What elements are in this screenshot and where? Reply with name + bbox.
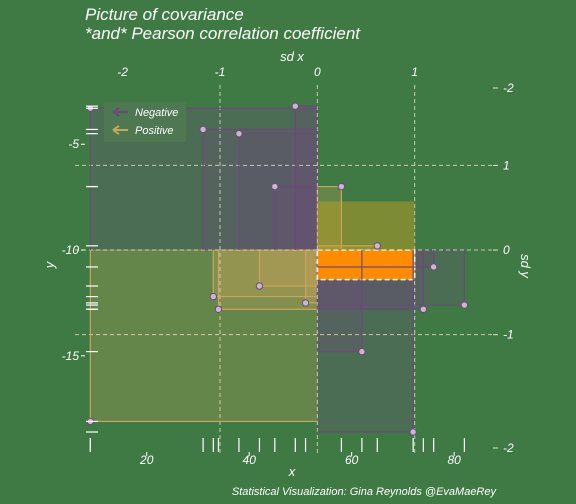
data-point-15	[358, 347, 366, 356]
caption: Statistical Visualization: Gina Reynolds…	[232, 486, 498, 498]
chart-title: Picture of covariance	[85, 5, 244, 24]
legend-positive-label: Positive	[135, 125, 174, 137]
x-tick-label-2: 60	[345, 453, 359, 467]
chart-subtitle: *and* Pearson correlation coefficient	[85, 24, 361, 43]
sd-x-tick-label-1: -1	[215, 65, 226, 79]
data-point-13	[460, 301, 469, 309]
sd-x-tick-label-3: 1	[411, 65, 418, 79]
legend-entry-negative: Negative	[112, 107, 178, 119]
data-point-6	[337, 182, 346, 191]
covariance-rect-2	[202, 128, 318, 251]
y-axis-title: y	[42, 260, 57, 269]
top-axis-title: sd x	[280, 49, 304, 64]
covariance-rect-5	[274, 186, 318, 251]
sd-y-tick-label-4: -2	[503, 441, 514, 455]
sd-y-tick-label-1: 1	[503, 158, 510, 172]
data-point-16	[409, 428, 417, 436]
x-tick-label-1: 40	[243, 453, 257, 467]
upper-right-shade	[317, 201, 415, 251]
y-tick-label-1: -10	[62, 243, 80, 257]
legend: Negative Positive	[104, 102, 186, 142]
data-point-3	[235, 129, 243, 138]
data-point-9	[255, 282, 264, 290]
covariance-rect-3	[238, 133, 318, 251]
sd-y-tick-label-0: -2	[503, 81, 514, 95]
highlight-layer	[316, 201, 416, 281]
data-point-11	[214, 305, 223, 313]
legend-entry-positive: Positive	[112, 125, 174, 137]
data-point-7	[373, 242, 381, 250]
data-point-8	[209, 292, 218, 301]
legend-negative-label: Negative	[135, 107, 178, 119]
x-axis-title: x	[288, 464, 296, 479]
y-tick-label-2: -15	[62, 349, 80, 363]
sd-x-tick-label-0: -2	[117, 65, 128, 79]
data-point-12	[429, 263, 438, 271]
sd-y-tick-label-2: 0	[503, 243, 510, 257]
sd-highlight-rect	[316, 249, 416, 281]
right-axis-title: sd y	[518, 254, 533, 279]
sd-x-tick-label-2: 0	[314, 65, 321, 79]
arrow-layer	[89, 105, 465, 433]
data-point-4	[291, 102, 300, 110]
tick-layer: -2 -1 0 1-210-1-220 40 60 80-5-10-15	[62, 65, 514, 467]
covariance-rect-11	[217, 249, 318, 310]
x-tick-label-0: 20	[139, 453, 154, 467]
data-point-2	[199, 125, 207, 134]
legend-negative-arrowhead	[112, 107, 120, 117]
sd-y-tick-label-3: -1	[503, 328, 514, 342]
covariance-rect-6	[316, 186, 342, 251]
x-tick-label-3: 80	[447, 453, 461, 467]
y-tick-label-0: -5	[68, 137, 79, 151]
data-point-5	[271, 182, 279, 191]
rug-layer	[86, 105, 465, 452]
points-layer	[86, 102, 469, 436]
legend-positive-arrowhead	[112, 125, 120, 135]
data-point-10	[301, 299, 310, 307]
data-point-14	[419, 305, 428, 313]
